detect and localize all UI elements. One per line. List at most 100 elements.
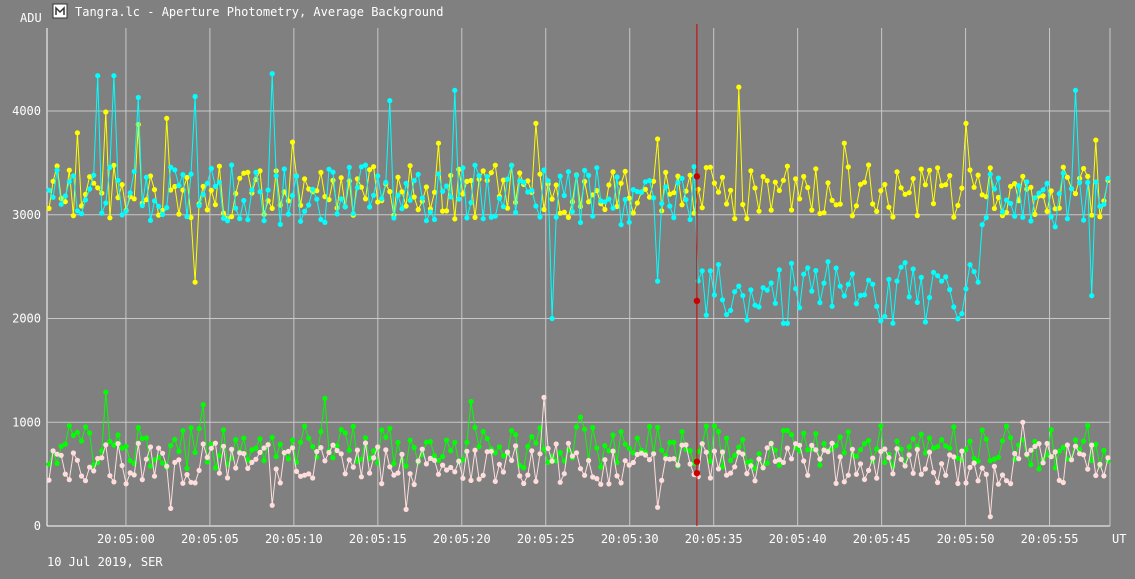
data-point [703, 423, 709, 429]
data-point [845, 429, 851, 435]
data-point [220, 210, 227, 216]
data-point [115, 432, 121, 438]
data-point [411, 481, 417, 488]
data-point [500, 453, 506, 459]
data-point [577, 414, 584, 420]
data-point [776, 267, 782, 273]
data-point [87, 464, 93, 470]
data-point [630, 187, 636, 193]
data-point [610, 205, 616, 211]
data-point [874, 446, 880, 452]
data-point [655, 504, 661, 510]
data-point [809, 288, 815, 294]
data-point [204, 459, 210, 465]
data-point [971, 455, 977, 461]
data-point [135, 440, 141, 446]
data-point [549, 458, 555, 464]
data-point [318, 445, 324, 451]
data-point [533, 203, 539, 209]
data-point [898, 185, 904, 191]
data-point [569, 453, 576, 459]
data-point [509, 457, 515, 463]
tangra-app-icon [52, 3, 68, 19]
data-point [736, 84, 742, 90]
data-point [452, 439, 458, 445]
data-point [460, 191, 466, 197]
data-point [955, 455, 961, 461]
data-point [577, 466, 584, 472]
data-point [999, 213, 1006, 219]
data-point [955, 316, 961, 322]
data-point [362, 440, 369, 446]
data-point [622, 441, 628, 447]
x-tick-label: 20:05:25 [517, 532, 575, 546]
data-point [318, 169, 324, 175]
data-point [870, 455, 876, 461]
data-point [573, 450, 580, 456]
data-point [192, 449, 198, 456]
data-point [496, 444, 502, 450]
data-point [440, 462, 446, 468]
data-point [732, 216, 738, 222]
data-point [371, 455, 377, 461]
time-cursor[interactable] [693, 24, 701, 526]
data-point [553, 182, 559, 188]
data-point [269, 71, 275, 77]
data-point [898, 446, 904, 452]
data-point [245, 457, 251, 463]
data-point [517, 178, 523, 184]
data-point [724, 472, 730, 478]
data-point [764, 178, 770, 184]
data-point [1052, 465, 1058, 471]
data-point [54, 460, 60, 466]
data-point [525, 443, 531, 450]
data-point [1040, 193, 1046, 199]
data-point [302, 208, 308, 214]
data-point [237, 175, 243, 181]
data-point [687, 448, 693, 454]
data-point [387, 98, 393, 104]
data-point [849, 271, 856, 277]
data-point [115, 177, 121, 183]
data-point [793, 441, 799, 447]
data-point [444, 208, 450, 214]
data-point [448, 448, 454, 454]
data-point [358, 184, 364, 190]
data-point [346, 164, 352, 170]
data-point [1064, 174, 1070, 180]
data-point [1020, 419, 1026, 425]
data-point [151, 187, 158, 193]
data-point [768, 207, 774, 213]
data-point [160, 460, 166, 466]
data-point [805, 472, 811, 478]
data-point [46, 205, 52, 211]
data-point [756, 304, 762, 310]
data-point [918, 431, 924, 437]
data-point [472, 214, 478, 220]
data-point [687, 172, 693, 178]
data-point [103, 442, 109, 448]
data-point [127, 458, 133, 464]
data-point [841, 140, 847, 146]
data-point [70, 173, 76, 179]
data-point [480, 168, 486, 174]
data-point [1024, 451, 1030, 457]
data-point [914, 212, 920, 219]
data-point [399, 189, 405, 195]
data-point [314, 449, 320, 455]
data-point [971, 460, 977, 466]
data-point [979, 222, 985, 228]
data-point [699, 205, 705, 211]
data-point [1064, 442, 1070, 448]
data-point [756, 451, 762, 457]
data-point [646, 178, 653, 184]
data-point [492, 450, 498, 456]
data-point [784, 163, 791, 169]
data-point [111, 73, 117, 79]
data-point [1085, 466, 1091, 472]
data-point [659, 200, 665, 207]
data-point [517, 170, 523, 176]
data-point [1028, 447, 1034, 453]
data-point [358, 164, 364, 170]
